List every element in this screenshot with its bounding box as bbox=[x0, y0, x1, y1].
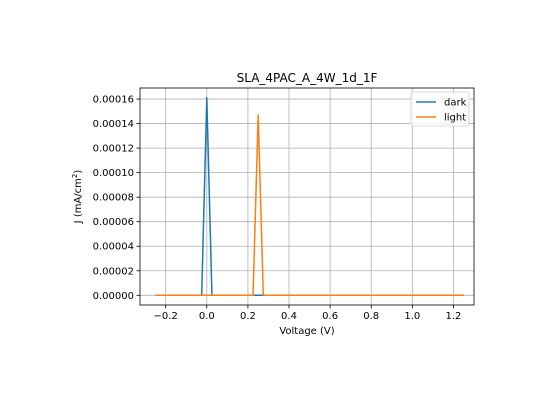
x-axis-label: Voltage (V) bbox=[279, 326, 334, 337]
x-tick-label: 1.2 bbox=[445, 311, 461, 322]
series-layer bbox=[155, 97, 464, 297]
x-tick-label: 1.0 bbox=[404, 311, 420, 322]
x-tick-label: 0.2 bbox=[240, 311, 256, 322]
y-tick-label: 0.00000 bbox=[93, 291, 134, 302]
ticks: −0.2 0.0 0.2 0.4 0.6 0.8 1.0 1.2 0.00000 0.00002 0… bbox=[93, 95, 462, 322]
y-tick-label: 0.00012 bbox=[93, 144, 134, 155]
x-tick-label: 0.0 bbox=[199, 311, 215, 322]
y-axis-label-main: J (mA/cm bbox=[73, 178, 84, 224]
y-tick-label: 0.00010 bbox=[93, 168, 134, 179]
legend-label-dark: dark bbox=[444, 98, 467, 109]
x-tick-label: 0.6 bbox=[322, 311, 338, 322]
chart-title: SLA_4PAC_A_4W_1d_1F bbox=[237, 71, 378, 85]
plot-frame bbox=[139, 87, 475, 306]
y-axis-label-sup: 2 bbox=[71, 174, 79, 178]
x-tick-label: 0.4 bbox=[281, 311, 297, 322]
y-tick-label: 0.00006 bbox=[93, 217, 134, 228]
y-tick-label: 0.00008 bbox=[93, 193, 134, 204]
legend: dark light bbox=[410, 91, 470, 127]
legend-label-light: light bbox=[444, 113, 466, 124]
y-tick-label: 0.00016 bbox=[93, 95, 134, 106]
series-line-light bbox=[155, 114, 464, 297]
x-tick-label: −0.2 bbox=[154, 311, 178, 322]
x-tick-label: 0.8 bbox=[363, 311, 379, 322]
y-tick-label: 0.00004 bbox=[93, 242, 134, 253]
y-axis-label-close: ) bbox=[73, 170, 84, 174]
y-tick-label: 0.00014 bbox=[93, 119, 134, 130]
y-tick-label: 0.00002 bbox=[93, 266, 134, 277]
y-axis-label: J (mA/cm2) bbox=[71, 170, 84, 225]
